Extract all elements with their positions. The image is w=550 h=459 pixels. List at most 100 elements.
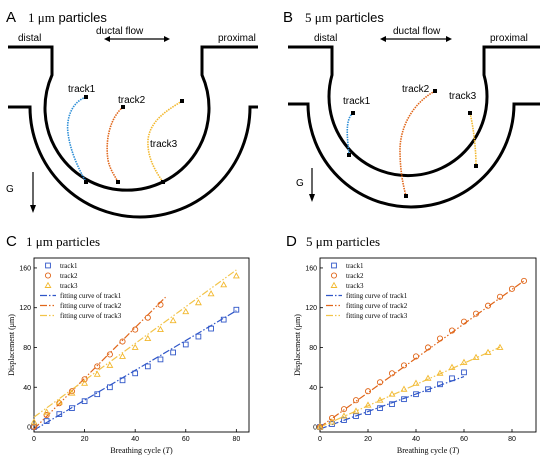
panel-b-track2-end — [404, 194, 408, 198]
chart-d-point-track3 — [400, 385, 408, 392]
chart-d-point-track3 — [376, 396, 384, 403]
chart-c-point-track1 — [220, 316, 227, 323]
chart-c-point-track1 — [81, 398, 88, 405]
chart-c-x-axis-title: Breathing cycle (T) — [110, 446, 173, 455]
chart-d-legend-label: fitting curve of track1 — [346, 292, 408, 300]
panel-a-track3-path — [147, 100, 183, 183]
chart-c-point-track1 — [144, 363, 151, 370]
chart-c-y-tick-label: 120 — [19, 305, 31, 312]
chart-c-x-tick-label: 20 — [81, 436, 89, 443]
chart-c-point-track1 — [94, 391, 101, 398]
chart-d-point-track3 — [364, 401, 372, 408]
chart-c-point-track3 — [232, 272, 240, 279]
chart-d-point-track2 — [376, 379, 384, 386]
chart-c-legend-marker-track1 — [45, 262, 51, 269]
chart-d-point-track3 — [352, 407, 360, 414]
chart-c-point-track3 — [106, 361, 114, 368]
panel-b-track1-start — [351, 111, 355, 115]
chart-d-y-tick-label: 120 — [305, 305, 317, 312]
chart-c-legend-label: fitting curve of track2 — [60, 302, 122, 310]
chart-d-point-track2 — [340, 406, 348, 413]
panel-b-channel — [288, 45, 540, 209]
chart-d-point-track2 — [364, 388, 372, 395]
panel-b-flow-arrow — [380, 36, 452, 42]
chart-c-point-track1 — [69, 405, 75, 411]
panel-b: B 5 μm particles distal ductal flow prox… — [283, 9, 540, 209]
chart-c-y-tick-label: 40 — [23, 385, 31, 392]
chart-c-point-track1 — [107, 384, 113, 391]
chart-d-point-track1 — [353, 413, 359, 419]
chart-d-point-track3 — [436, 369, 444, 376]
chart-c-y-tick-label: 80 — [23, 345, 31, 352]
chart-d-y-tick-label: 0 — [313, 425, 317, 432]
chart-c-point-track1 — [43, 418, 50, 424]
panel-b-proximal: proximal — [490, 33, 528, 44]
chart-d: 0 20 40 60 80 0 40 80 120 160 Breathing cycle (T) D… — [293, 257, 537, 455]
chart-d-legend-marker-track1 — [331, 262, 337, 269]
chart-c-point-track3 — [144, 334, 152, 341]
chart-c-legend-label: fitting curve of track1 — [60, 292, 122, 300]
chart-d-point-track1 — [437, 381, 443, 388]
panel-a-flow: ductal flow — [96, 26, 144, 37]
chart-d-point-track1 — [401, 396, 407, 403]
chart-c-point-track3 — [81, 379, 89, 386]
chart-d-point-track3 — [328, 418, 336, 425]
panel-a-track2-path — [106, 106, 124, 183]
chart-c-point-track1 — [208, 325, 214, 332]
chart-d-y-tick-label: 80 — [309, 345, 317, 352]
panel-a-proximal: proximal — [218, 33, 256, 44]
panel-a: A 1 μm particles distal ductal flow prox… — [6, 9, 258, 219]
panel-d-title: 5 μm particles — [306, 234, 380, 249]
panel-c-title: 1 μm particles — [26, 234, 100, 249]
panel-a-flow-arrow — [104, 36, 170, 42]
panel-b-title: 5 μm particles — [305, 10, 384, 25]
chart-c: 0 20 40 60 80 0 40 80 120 160 Breathing cycle (T) D… — [7, 257, 250, 455]
panel-a-channel — [8, 45, 258, 219]
chart-d-point-track1 — [377, 405, 383, 411]
chart-c-point-track3 — [43, 408, 51, 415]
chart-c-point-track3 — [194, 299, 202, 306]
panel-a-track2-label: track2 — [118, 95, 146, 106]
panel-a-track1-label: track1 — [68, 84, 96, 95]
chart-d-point-track1 — [413, 391, 419, 398]
chart-c-point-track1 — [170, 349, 176, 356]
chart-d-point-track2 — [448, 327, 456, 334]
chart-d-x-tick-label: 60 — [460, 436, 468, 443]
panel-b-gravity-label: G — [296, 178, 304, 189]
panel-b-track1-path — [346, 112, 354, 156]
chart-d-x-axis-title: Breathing cycle (T) — [397, 446, 460, 455]
panel-b-track3-end — [474, 164, 478, 168]
panel-b-gravity-arrow — [309, 168, 315, 202]
chart-d-point-track3 — [424, 374, 432, 381]
panel-b-distal: distal — [314, 33, 337, 44]
chart-d-point-track1 — [425, 386, 431, 393]
chart-c-point-track2 — [94, 363, 101, 370]
chart-c-y-tick-label: 0 — [27, 425, 31, 432]
panel-a-track2-start — [121, 105, 125, 109]
panel-b-letter: B — [283, 9, 293, 26]
chart-c-point-track3 — [207, 290, 215, 297]
panel-a-track3-label: track3 — [150, 139, 178, 150]
panel-b-flow: ductal flow — [393, 26, 441, 37]
chart-c-point-track2 — [81, 376, 88, 383]
chart-c-legend-marker-track3 — [44, 281, 52, 288]
chart-d-point-track3 — [388, 390, 396, 397]
chart-c-point-track3 — [169, 316, 177, 324]
chart-c-x-tick-label: 80 — [232, 436, 240, 443]
chart-c-legend-label: track1 — [60, 262, 78, 270]
panel-a-title: 1 μm particles — [28, 10, 107, 25]
chart-c-y-tick-label: 160 — [19, 265, 31, 272]
chart-c-point-track3 — [131, 343, 139, 350]
chart-d-point-track3 — [460, 358, 468, 365]
chart-d-point-track2 — [412, 353, 420, 360]
chart-c-legend-marker-track2 — [44, 272, 52, 279]
chart-d-y-tick-label: 160 — [305, 265, 317, 272]
chart-c-point-track1 — [157, 356, 164, 363]
chart-d-fit-line-track3 — [319, 346, 501, 428]
chart-d-fit-line-track1 — [319, 375, 465, 430]
chart-c-legend-label: fitting curve of track3 — [60, 312, 122, 320]
chart-c-point-track3 — [93, 370, 101, 377]
panel-c-letter: C — [6, 233, 17, 250]
panel-a-letter: A — [6, 9, 16, 26]
